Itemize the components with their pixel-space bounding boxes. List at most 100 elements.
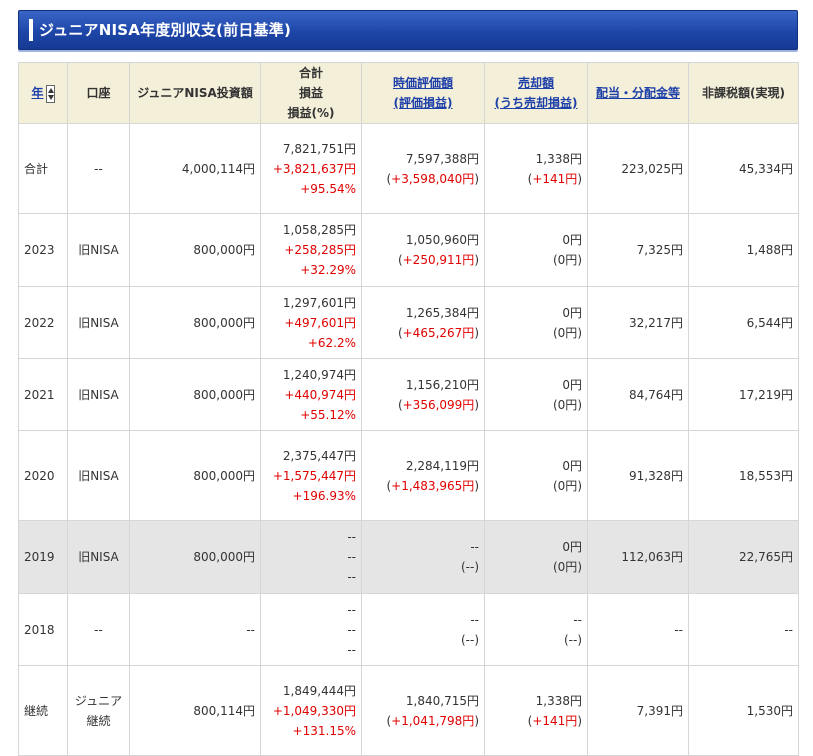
cell-account: ジュニア継続 [67, 665, 130, 756]
sale-pl-value: 0円 [557, 397, 578, 412]
total-pl-value: +258,285円 [284, 243, 356, 257]
tax-exempt-value: 1,488円 [746, 243, 793, 257]
market-value-pl: +250,911円 [402, 253, 475, 267]
dividend-value: 32,217円 [629, 315, 683, 330]
cell-investment: 4,000,114円 [129, 123, 261, 214]
cell-market-value: 1,156,210円 (+356,099円) [361, 358, 485, 431]
cell-dividend: 112,063円 [587, 520, 689, 594]
investment-value: 800,000円 [193, 315, 255, 330]
cell-year: 2022 [18, 286, 68, 359]
table-row: 合計 -- 4,000,114円 7,821,751円 +3,821,637円 +95.5… [18, 123, 799, 214]
market-value-pl: -- [465, 632, 475, 647]
cell-tax-exempt: 1,488円 [688, 213, 799, 287]
total-value: 1,058,285円 [282, 223, 356, 237]
market-value-pl: +356,099円 [402, 397, 475, 412]
cell-dividend: 7,391円 [587, 665, 689, 756]
header-account-label: 口座 [86, 86, 111, 100]
table-row: 2022 旧NISA 800,000円 1,297,601円 +497,601円 +62.… [18, 286, 799, 359]
header-year-link[interactable]: 年 [31, 86, 44, 100]
cell-investment: -- [129, 593, 261, 666]
cell-dividend: 91,328円 [587, 430, 689, 521]
header-market-value-link[interactable]: 時価評価額 [392, 76, 453, 90]
investment-value: 4,000,114円 [181, 161, 255, 176]
cell-total: 1,297,601円 +497,601円 +62.2% [260, 286, 362, 359]
table-row: 2023 旧NISA 800,000円 1,058,285円 +258,285円 +32.… [18, 213, 799, 287]
cell-year: 2018 [18, 593, 68, 666]
cell-dividend: 32,217円 [587, 286, 689, 359]
market-value: 1,265,384円 [405, 305, 479, 320]
dividend-value: 84,764円 [629, 387, 683, 402]
cell-account: 旧NISA [67, 286, 130, 359]
investment-value: 800,000円 [193, 550, 255, 564]
year-value: 2018 [24, 622, 55, 637]
cell-tax-exempt: 45,334円 [688, 123, 799, 214]
header-sale-pl-link[interactable]: (うち売却損益) [494, 96, 578, 110]
sale-pl-value: 0円 [557, 560, 578, 574]
total-pl-value: +3,821,637円 [272, 161, 356, 176]
header-sale-amount[interactable]: 売却額 (うち売却損益) [484, 62, 588, 124]
total-pct-value: -- [347, 570, 356, 584]
market-value: -- [470, 612, 479, 627]
market-value-pl: +465,267円 [402, 325, 475, 340]
total-value: -- [347, 530, 356, 544]
cell-market-value: 2,284,119円 (+1,483,965円) [361, 430, 485, 521]
header-dividend[interactable]: 配当・分配金等 [587, 62, 689, 124]
account-value: 旧NISA [78, 550, 119, 564]
header-year[interactable]: 年 [18, 62, 68, 124]
total-value: -- [347, 602, 356, 617]
cell-total: -- -- -- [260, 520, 362, 594]
cell-total: 7,821,751円 +3,821,637円 +95.54% [260, 123, 362, 214]
table-row: 2018 -- -- -- -- -- -- (--) -- (--) -- -- [18, 593, 799, 666]
sort-updown-icon[interactable] [45, 84, 55, 103]
total-pct-value: +62.2% [307, 335, 356, 350]
cell-dividend: 223,025円 [587, 123, 689, 214]
header-investment-label: ジュニアNISA投資額 [137, 86, 253, 100]
cell-sale-amount: 0円 (0円) [484, 358, 588, 431]
dividend-value: -- [674, 622, 683, 637]
account-value: 旧NISA [78, 387, 119, 402]
tax-exempt-value: 22,765円 [739, 550, 793, 564]
total-value: 1,240,974円 [282, 367, 356, 382]
cell-account: 旧NISA [67, 213, 130, 287]
sale-pl-value: 0円 [557, 253, 578, 267]
year-value: 2019 [24, 550, 55, 564]
tax-exempt-value: -- [784, 622, 793, 637]
year-value: 2023 [24, 243, 55, 257]
title-accent-mark [29, 19, 33, 41]
cell-market-value: 1,050,960円 (+250,911円) [361, 213, 485, 287]
market-value: 7,597,388円 [405, 151, 479, 166]
sale-pl-value: 0円 [557, 478, 578, 493]
sale-pl-value: +141円 [532, 713, 578, 728]
header-market-value-pl-link[interactable]: (評価損益) [393, 96, 453, 110]
tax-exempt-value: 17,219円 [739, 387, 793, 402]
market-value-pl: -- [465, 560, 475, 574]
year-value: 2022 [24, 315, 55, 330]
cell-sale-amount: -- (--) [484, 593, 588, 666]
cell-dividend: -- [587, 593, 689, 666]
sale-amount-value: 0円 [562, 377, 582, 392]
header-total: 合計 損益 損益(%) [260, 62, 362, 124]
investment-value: 800,114円 [193, 703, 255, 718]
year-value: 2021 [24, 387, 55, 402]
header-tax-exempt: 非課税額(実現) [688, 62, 799, 124]
cell-year: 2021 [18, 358, 68, 431]
market-value-pl: +1,483,965円 [391, 478, 475, 493]
cell-sale-amount: 1,338円 (+141円) [484, 665, 588, 756]
market-value: -- [470, 540, 479, 554]
cell-dividend: 7,325円 [587, 213, 689, 287]
account-value: 旧NISA [78, 243, 119, 257]
investment-value: -- [246, 622, 255, 637]
cell-investment: 800,000円 [129, 358, 261, 431]
header-market-value[interactable]: 時価評価額 (評価損益) [361, 62, 485, 124]
sale-pl-value: -- [568, 632, 578, 647]
table-row: 2021 旧NISA 800,000円 1,240,974円 +440,974円 +55.… [18, 358, 799, 431]
header-total-label: 合計 [298, 66, 323, 80]
dividend-value: 7,325円 [636, 243, 683, 257]
table-row: 2020 旧NISA 800,000円 2,375,447円 +1,575,447円 +1… [18, 430, 799, 521]
header-dividend-link[interactable]: 配当・分配金等 [595, 86, 680, 100]
cell-investment: 800,000円 [129, 213, 261, 287]
header-sale-amount-link[interactable]: 売却額 [517, 76, 554, 90]
investment-value: 800,000円 [193, 243, 255, 257]
sale-amount-value: 1,338円 [535, 151, 582, 166]
cell-tax-exempt: 22,765円 [688, 520, 799, 594]
